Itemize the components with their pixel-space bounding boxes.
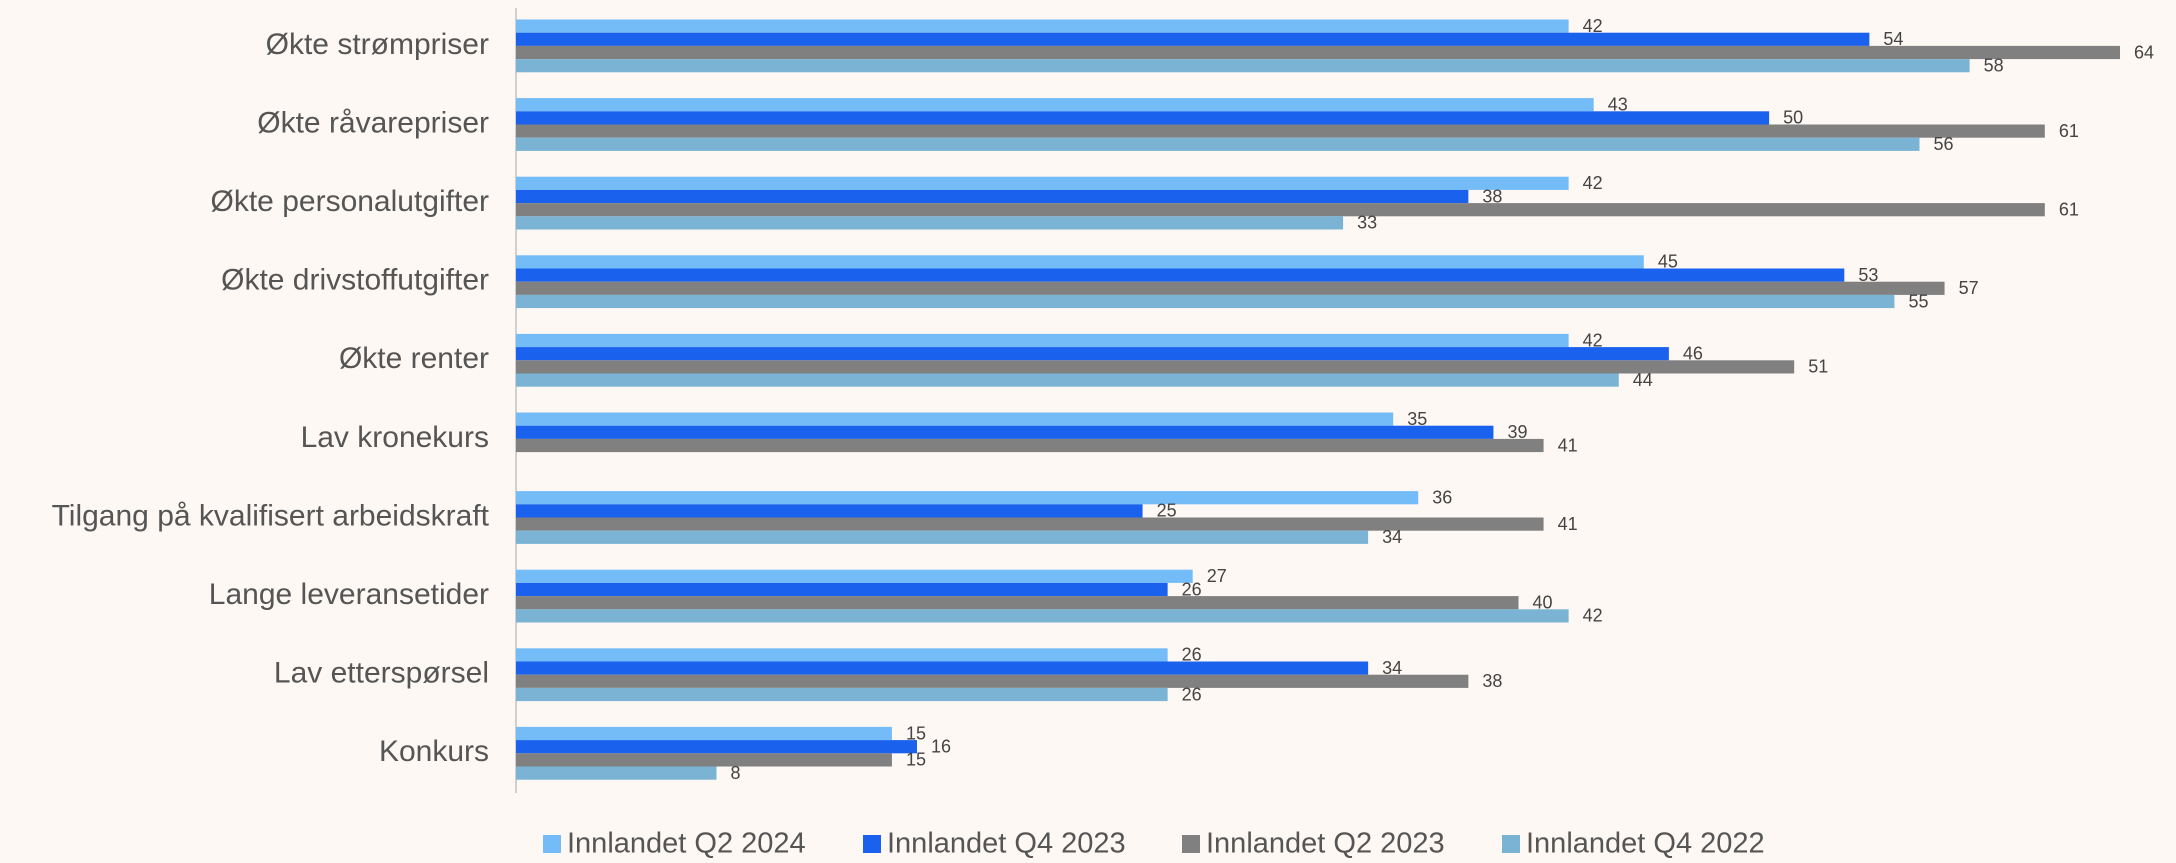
category-label: Økte strømpriser (266, 28, 489, 61)
category-label: Økte renter (339, 342, 489, 375)
value-label: 8 (731, 763, 741, 783)
bar (516, 281, 1945, 295)
value-label: 41 (1558, 435, 1578, 455)
bar (516, 596, 1519, 610)
value-label: 27 (1207, 566, 1227, 586)
value-label: 26 (1182, 684, 1202, 704)
value-label: 42 (1583, 16, 1603, 36)
bar (516, 517, 1544, 531)
bar (516, 268, 1845, 282)
bar (516, 189, 1469, 204)
value-label: 54 (1883, 29, 1903, 49)
bar (516, 726, 892, 741)
bar (516, 648, 1168, 662)
value-label: 45 (1658, 252, 1678, 272)
bar (516, 753, 892, 767)
bar (516, 294, 1895, 309)
bar (516, 582, 1168, 597)
bar (516, 32, 1870, 46)
category-label: Økte personalutgifter (211, 185, 489, 218)
bar (516, 333, 1569, 348)
value-label: 26 (1182, 579, 1202, 599)
value-label: 15 (906, 750, 926, 770)
legend-label: Innlandet Q4 2022 (1526, 828, 1765, 860)
category-label: Økte råvarepriser (257, 106, 489, 139)
value-label: 64 (2134, 42, 2154, 62)
value-label: 53 (1858, 265, 1878, 285)
value-label: 51 (1808, 357, 1828, 377)
bar (516, 661, 1369, 675)
category-label: Lav kronekurs (301, 421, 489, 454)
bar (516, 19, 1569, 33)
value-label: 42 (1583, 606, 1603, 626)
category-label: Konkurs (379, 735, 489, 768)
value-label: 38 (1482, 671, 1502, 691)
bar (516, 137, 1920, 151)
bar (516, 740, 917, 754)
bar (516, 569, 1193, 583)
legend-swatch (1182, 835, 1200, 853)
legend-swatch (863, 835, 881, 853)
bar (516, 687, 1168, 702)
value-label: 61 (2059, 121, 2079, 141)
legend-swatch (543, 835, 561, 853)
value-label: 42 (1583, 330, 1603, 350)
bar (516, 674, 1469, 688)
category-label: Lav etterspørsel (274, 657, 489, 690)
value-label: 61 (2059, 199, 2079, 219)
value-label: 36 (1432, 487, 1452, 507)
bar (516, 530, 1369, 544)
legend-label: Innlandet Q2 2024 (567, 828, 806, 860)
bar (516, 347, 1669, 361)
value-label: 58 (1984, 55, 2004, 75)
category-label: Tilgang på kvalifisert arbeidskraft (52, 499, 490, 532)
legend-swatch (1502, 835, 1520, 853)
bar (516, 425, 1494, 439)
bar (516, 111, 1770, 125)
bar (516, 766, 717, 780)
value-label: 15 (906, 723, 926, 743)
bar (516, 609, 1569, 623)
value-label: 38 (1482, 186, 1502, 206)
value-label: 26 (1182, 645, 1202, 665)
bar (516, 203, 2045, 217)
bar (516, 438, 1544, 453)
value-label: 46 (1683, 343, 1703, 363)
bar (516, 491, 1419, 505)
value-label: 57 (1959, 278, 1979, 298)
value-label: 50 (1783, 108, 1803, 128)
value-label: 42 (1583, 173, 1603, 193)
category-label: Økte drivstoffutgifter (221, 264, 489, 297)
value-label: 55 (1908, 291, 1928, 311)
bar (516, 360, 1795, 374)
legend-label: Innlandet Q4 2023 (887, 828, 1126, 860)
bar (516, 59, 1970, 73)
value-label: 41 (1558, 514, 1578, 534)
value-label: 39 (1507, 422, 1527, 442)
bar (516, 45, 2120, 60)
value-label: 25 (1157, 501, 1177, 521)
value-label: 43 (1608, 94, 1628, 114)
bar (516, 255, 1644, 269)
value-label: 56 (1934, 134, 1954, 154)
bar (516, 176, 1569, 190)
value-label: 34 (1382, 658, 1402, 678)
category-label: Lange leveransetider (209, 578, 489, 611)
value-label: 16 (931, 736, 951, 756)
bar (516, 412, 1394, 426)
bar (516, 98, 1594, 112)
value-label: 44 (1633, 370, 1653, 390)
value-label: 33 (1357, 213, 1377, 233)
value-label: 34 (1382, 527, 1402, 547)
value-label: 40 (1533, 592, 1553, 612)
bar (516, 216, 1344, 230)
legend-label: Innlandet Q2 2023 (1206, 828, 1445, 860)
bar (516, 373, 1619, 387)
bar (516, 124, 2045, 138)
value-label: 35 (1407, 409, 1427, 429)
bar (516, 504, 1143, 518)
